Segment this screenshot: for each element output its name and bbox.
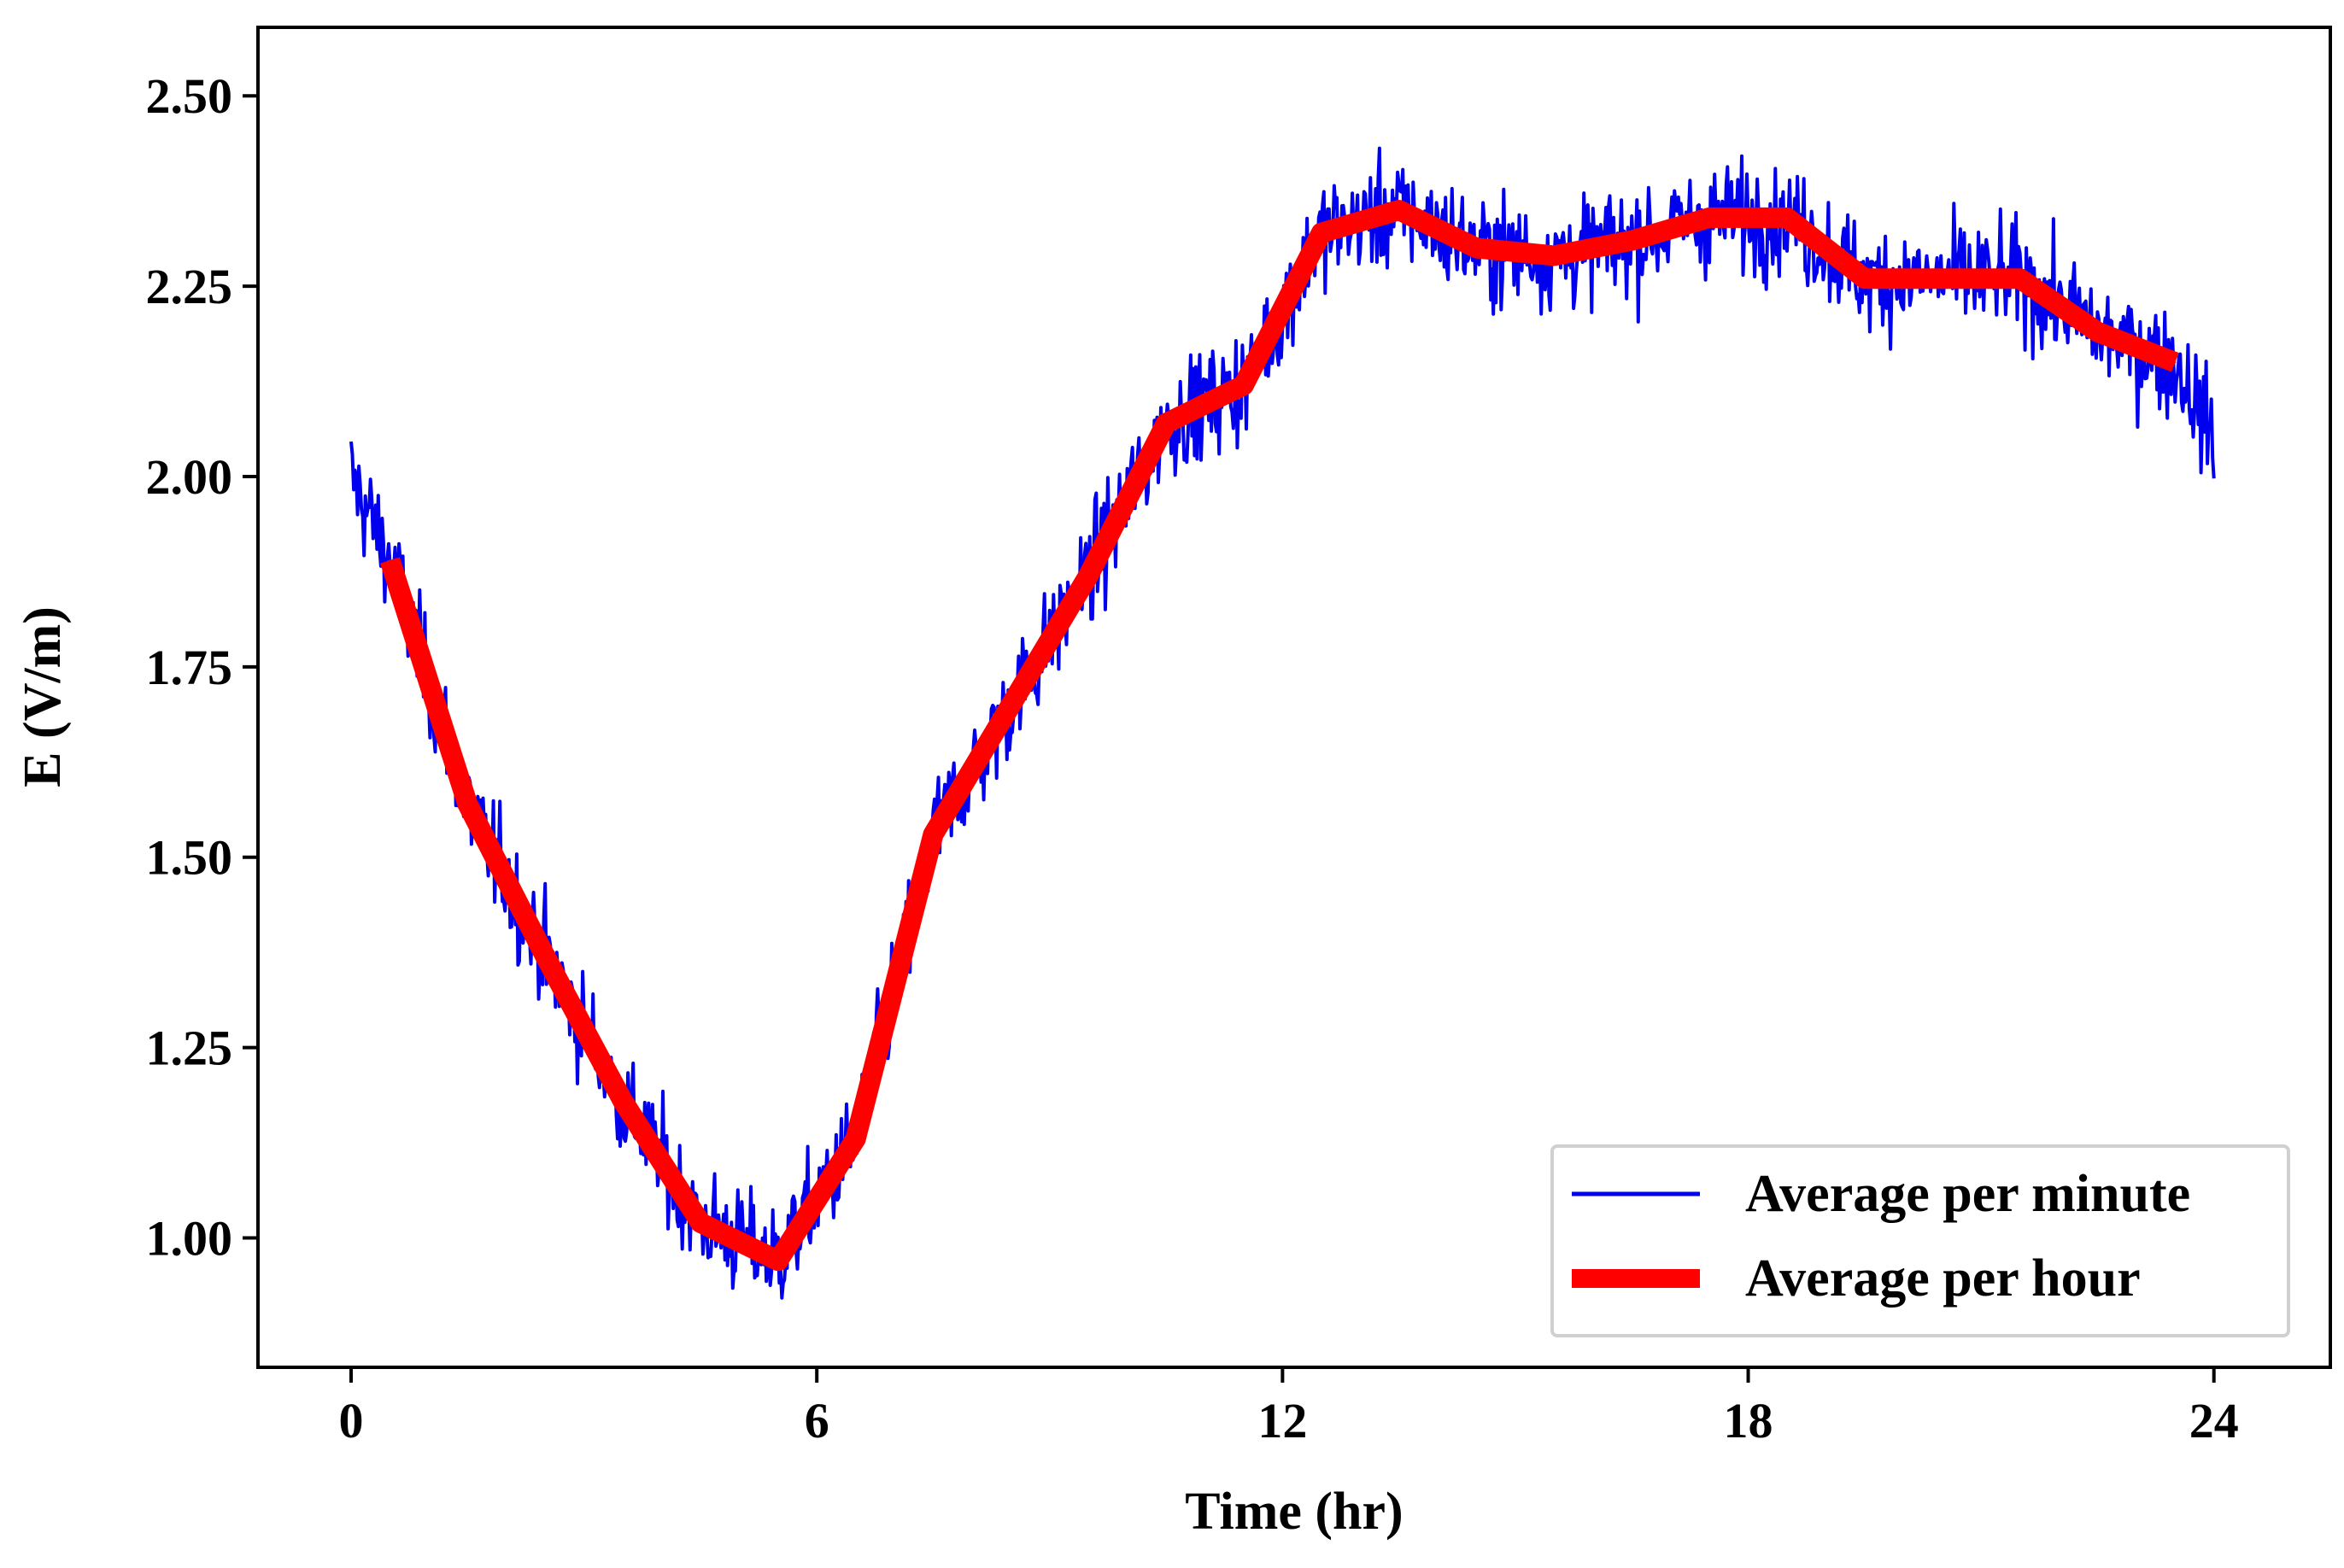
y-tick-label: 1.75 [146,640,233,695]
y-tick-label: 2.25 [146,259,233,314]
hour-point [1087,574,1090,576]
hour-point [1553,255,1556,257]
x-tick-label: 12 [1257,1393,1307,1448]
hour-point [1863,278,1866,280]
series-average-per-hour [380,200,2179,1272]
hour-point [932,834,935,835]
hour-point [1398,209,1400,211]
hour-point [854,1138,857,1140]
legend-box [1550,1144,2290,1337]
hour-point [466,803,469,805]
hour-point [1165,422,1168,424]
plot-frame [256,26,2332,1369]
hour-point [1475,247,1478,249]
x-tick-label: 6 [805,1393,829,1448]
x-tick-label: 18 [1724,1393,1773,1448]
y-tick-label: 1.50 [146,830,233,886]
y-tick-label: 2.50 [146,68,233,124]
x-tick-label: 0 [339,1393,364,1448]
hour-point [1242,384,1245,386]
hour-point [1320,231,1322,234]
series-layer [349,146,2216,1300]
hour-point [622,1100,624,1102]
x-axis-title: Time (hr) [1185,1483,1403,1541]
hour-point [1786,216,1788,219]
x-axis-ticks: 0 6 12 18 24 [339,1367,2239,1448]
hour-point [1941,278,1943,280]
legend-label-hour: Average per hour [1745,1249,2141,1308]
hour-point [544,955,547,957]
legend-label-minute: Average per minute [1745,1165,2190,1223]
hour-point [2019,278,2021,280]
hour-point [1010,704,1012,706]
hour-point [776,1260,779,1262]
legend: Average per minute Average per hour [1550,1144,2290,1337]
y-tick-label: 2.00 [146,449,233,505]
y-tick-label: 1.00 [146,1210,233,1266]
hour-point [2174,361,2177,364]
hour-point [1708,216,1711,219]
y-axis-ticks: 1.00 1.25 1.50 1.75 2.00 2.25 2.50 [146,68,258,1266]
x-tick-label: 24 [2189,1393,2239,1448]
hour-point [1631,239,1633,242]
hour-point [389,559,391,561]
hour-point [2096,331,2099,333]
y-axis-title: E (V/m) [14,606,72,787]
hour-point [699,1221,701,1224]
y-tick-label: 1.25 [146,1021,233,1076]
